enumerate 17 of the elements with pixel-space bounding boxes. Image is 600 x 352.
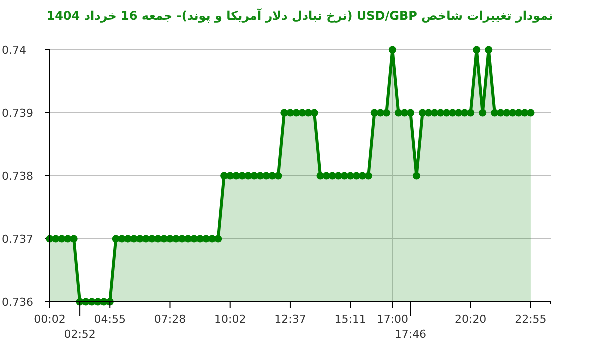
x-tick-label: 17:46 xyxy=(394,328,427,341)
y-tick-label: 0.739 xyxy=(2,107,34,120)
x-tick-label: 15:11 xyxy=(334,313,366,326)
y-tick-label: 0.736 xyxy=(2,296,34,309)
x-tick-label: 10:02 xyxy=(214,313,246,326)
x-tick-label: 17:00 xyxy=(376,313,409,326)
y-tick-label: 0.74 xyxy=(2,44,26,57)
x-tick-label: 04:55 xyxy=(94,313,126,326)
x-tick-label: 07:28 xyxy=(154,313,186,326)
x-tick-label: 00:02 xyxy=(34,313,66,326)
y-tick-label: 0.737 xyxy=(2,233,34,246)
x-tick-label: 20:20 xyxy=(454,313,487,326)
chart-title: نمودار تغییرات شاخص USD/GBP (نرخ تبادل دلار آمریکا و پوند)- جمعه 16 خرداد 1404 xyxy=(46,8,554,23)
x-tick-label: 02:52 xyxy=(64,328,96,341)
x-tick-label: 12:37 xyxy=(274,313,306,326)
x-tick-label: 22:55 xyxy=(515,313,547,326)
y-tick-label: 0.738 xyxy=(2,170,34,183)
